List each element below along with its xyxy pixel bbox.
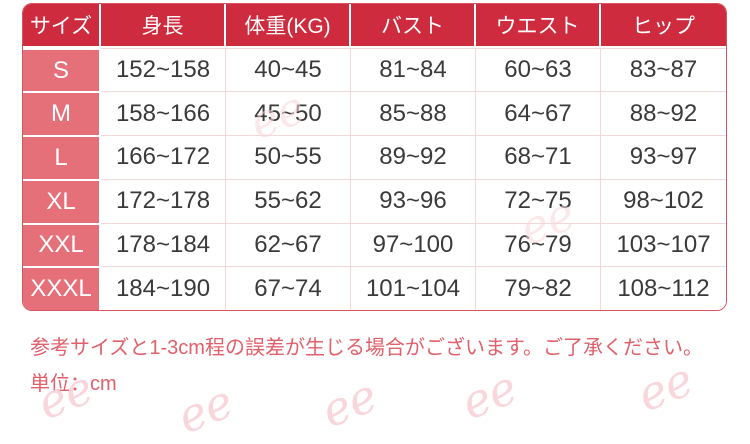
measurement-cell: 76~79 <box>476 222 601 267</box>
measurement-cell: 45~50 <box>226 91 351 136</box>
size-chart-notes: 参考サイズと1-3cm程の誤差が生じる場合がございます。ご了承ください。 単位：… <box>30 330 703 402</box>
measurement-cell: 55~62 <box>226 178 351 223</box>
measurement-cell: 88~92 <box>601 91 726 136</box>
measurement-cell: 97~100 <box>351 222 476 267</box>
measurement-cell: 166~172 <box>101 135 226 179</box>
measurement-cell: 184~190 <box>101 266 226 310</box>
measurement-cell: 93~96 <box>351 178 476 223</box>
size-cell: XXL <box>23 222 101 267</box>
measurement-cell: 79~82 <box>476 266 601 310</box>
measurement-cell: 152~158 <box>101 47 226 92</box>
size-cell: L <box>23 135 101 179</box>
unit-note: 単位：cm <box>30 373 117 395</box>
measurement-cell: 101~104 <box>351 266 476 310</box>
measurement-cell: 103~107 <box>601 222 726 267</box>
measurement-cell: 72~75 <box>476 178 601 223</box>
measurement-cell: 60~63 <box>476 47 601 92</box>
measurement-cell: 89~92 <box>351 135 476 179</box>
size-cell: XL <box>23 178 101 223</box>
header-cell: バスト <box>351 4 476 48</box>
tolerance-note: 参考サイズと1-3cm程の誤差が生じる場合がございます。ご了承ください。 <box>30 337 703 359</box>
header-cell: 身長 <box>101 4 226 48</box>
measurement-cell: 83~87 <box>601 47 726 92</box>
measurement-cell: 81~84 <box>351 47 476 92</box>
measurement-cell: 50~55 <box>226 135 351 179</box>
measurement-cell: 172~178 <box>101 178 226 223</box>
header-cell: ヒップ <box>601 4 726 48</box>
measurement-cell: 62~67 <box>226 222 351 267</box>
measurement-cell: 158~166 <box>101 91 226 136</box>
measurement-cell: 40~45 <box>226 47 351 92</box>
header-cell: ウエスト <box>476 4 601 48</box>
measurement-cell: 93~97 <box>601 135 726 179</box>
measurement-cell: 67~74 <box>226 266 351 310</box>
header-cell: サイズ <box>23 4 101 48</box>
header-cell: 体重(KG) <box>226 4 351 48</box>
measurement-cell: 85~88 <box>351 91 476 136</box>
size-cell: XXXL <box>23 266 101 310</box>
measurement-cell: 108~112 <box>601 266 726 310</box>
size-cell: M <box>23 91 101 136</box>
measurement-cell: 64~67 <box>476 91 601 136</box>
size-cell: S <box>23 47 101 92</box>
measurement-cell: 178~184 <box>101 222 226 267</box>
measurement-cell: 68~71 <box>476 135 601 179</box>
size-chart-table: サイズ 身長 体重(KG) バスト ウエスト ヒップ S 152~158 40~45 81~84 6… <box>22 3 727 311</box>
measurement-cell: 98~102 <box>601 178 726 223</box>
